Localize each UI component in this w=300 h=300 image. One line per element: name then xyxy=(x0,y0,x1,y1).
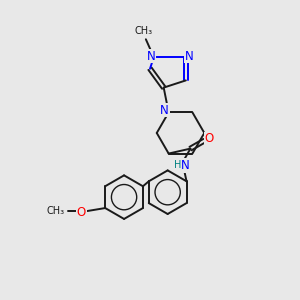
Text: N: N xyxy=(184,50,193,63)
Text: O: O xyxy=(77,206,86,218)
Text: CH₃: CH₃ xyxy=(135,26,153,36)
Text: H: H xyxy=(174,160,181,170)
Text: N: N xyxy=(181,159,190,172)
Text: N: N xyxy=(146,50,155,63)
Text: O: O xyxy=(205,132,214,145)
Text: N: N xyxy=(160,104,169,117)
Text: CH₃: CH₃ xyxy=(46,206,65,216)
